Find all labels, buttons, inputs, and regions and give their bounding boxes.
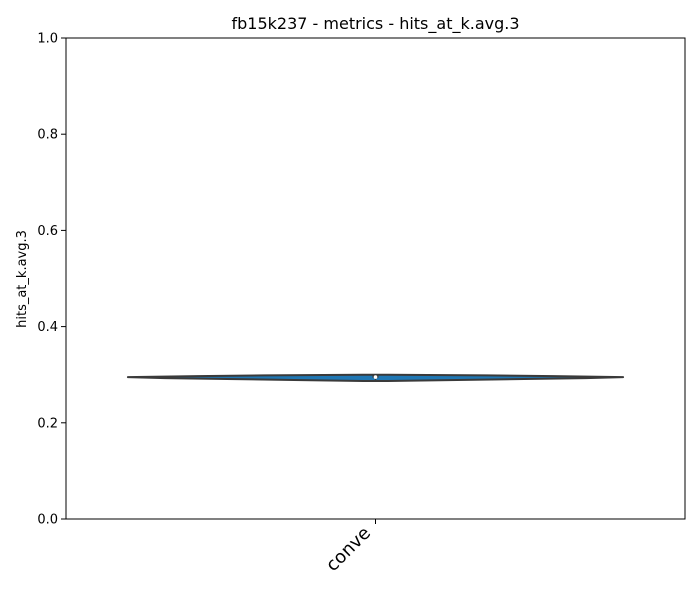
y-tick-label: 0.2 <box>37 416 58 431</box>
violin-median-marker <box>373 375 378 379</box>
x-tick-label: conve <box>322 523 375 576</box>
y-tick-label: 0.0 <box>37 513 58 528</box>
y-tick-label: 0.4 <box>37 320 58 335</box>
chart-title: fb15k237 - metrics - hits_at_k.avg.3 <box>231 14 519 34</box>
y-tick-label: 1.0 <box>37 32 58 47</box>
y-tick-label: 0.8 <box>37 128 58 143</box>
x-axis: conve <box>322 519 376 576</box>
plot-frame <box>65 37 686 520</box>
plot-area <box>126 373 625 382</box>
y-axis: 0.0 0.2 0.4 0.6 0.8 1.0 <box>37 32 66 528</box>
y-axis-label: hits_at_k.avg.3 <box>15 230 30 328</box>
y-tick-label: 0.6 <box>37 224 58 239</box>
